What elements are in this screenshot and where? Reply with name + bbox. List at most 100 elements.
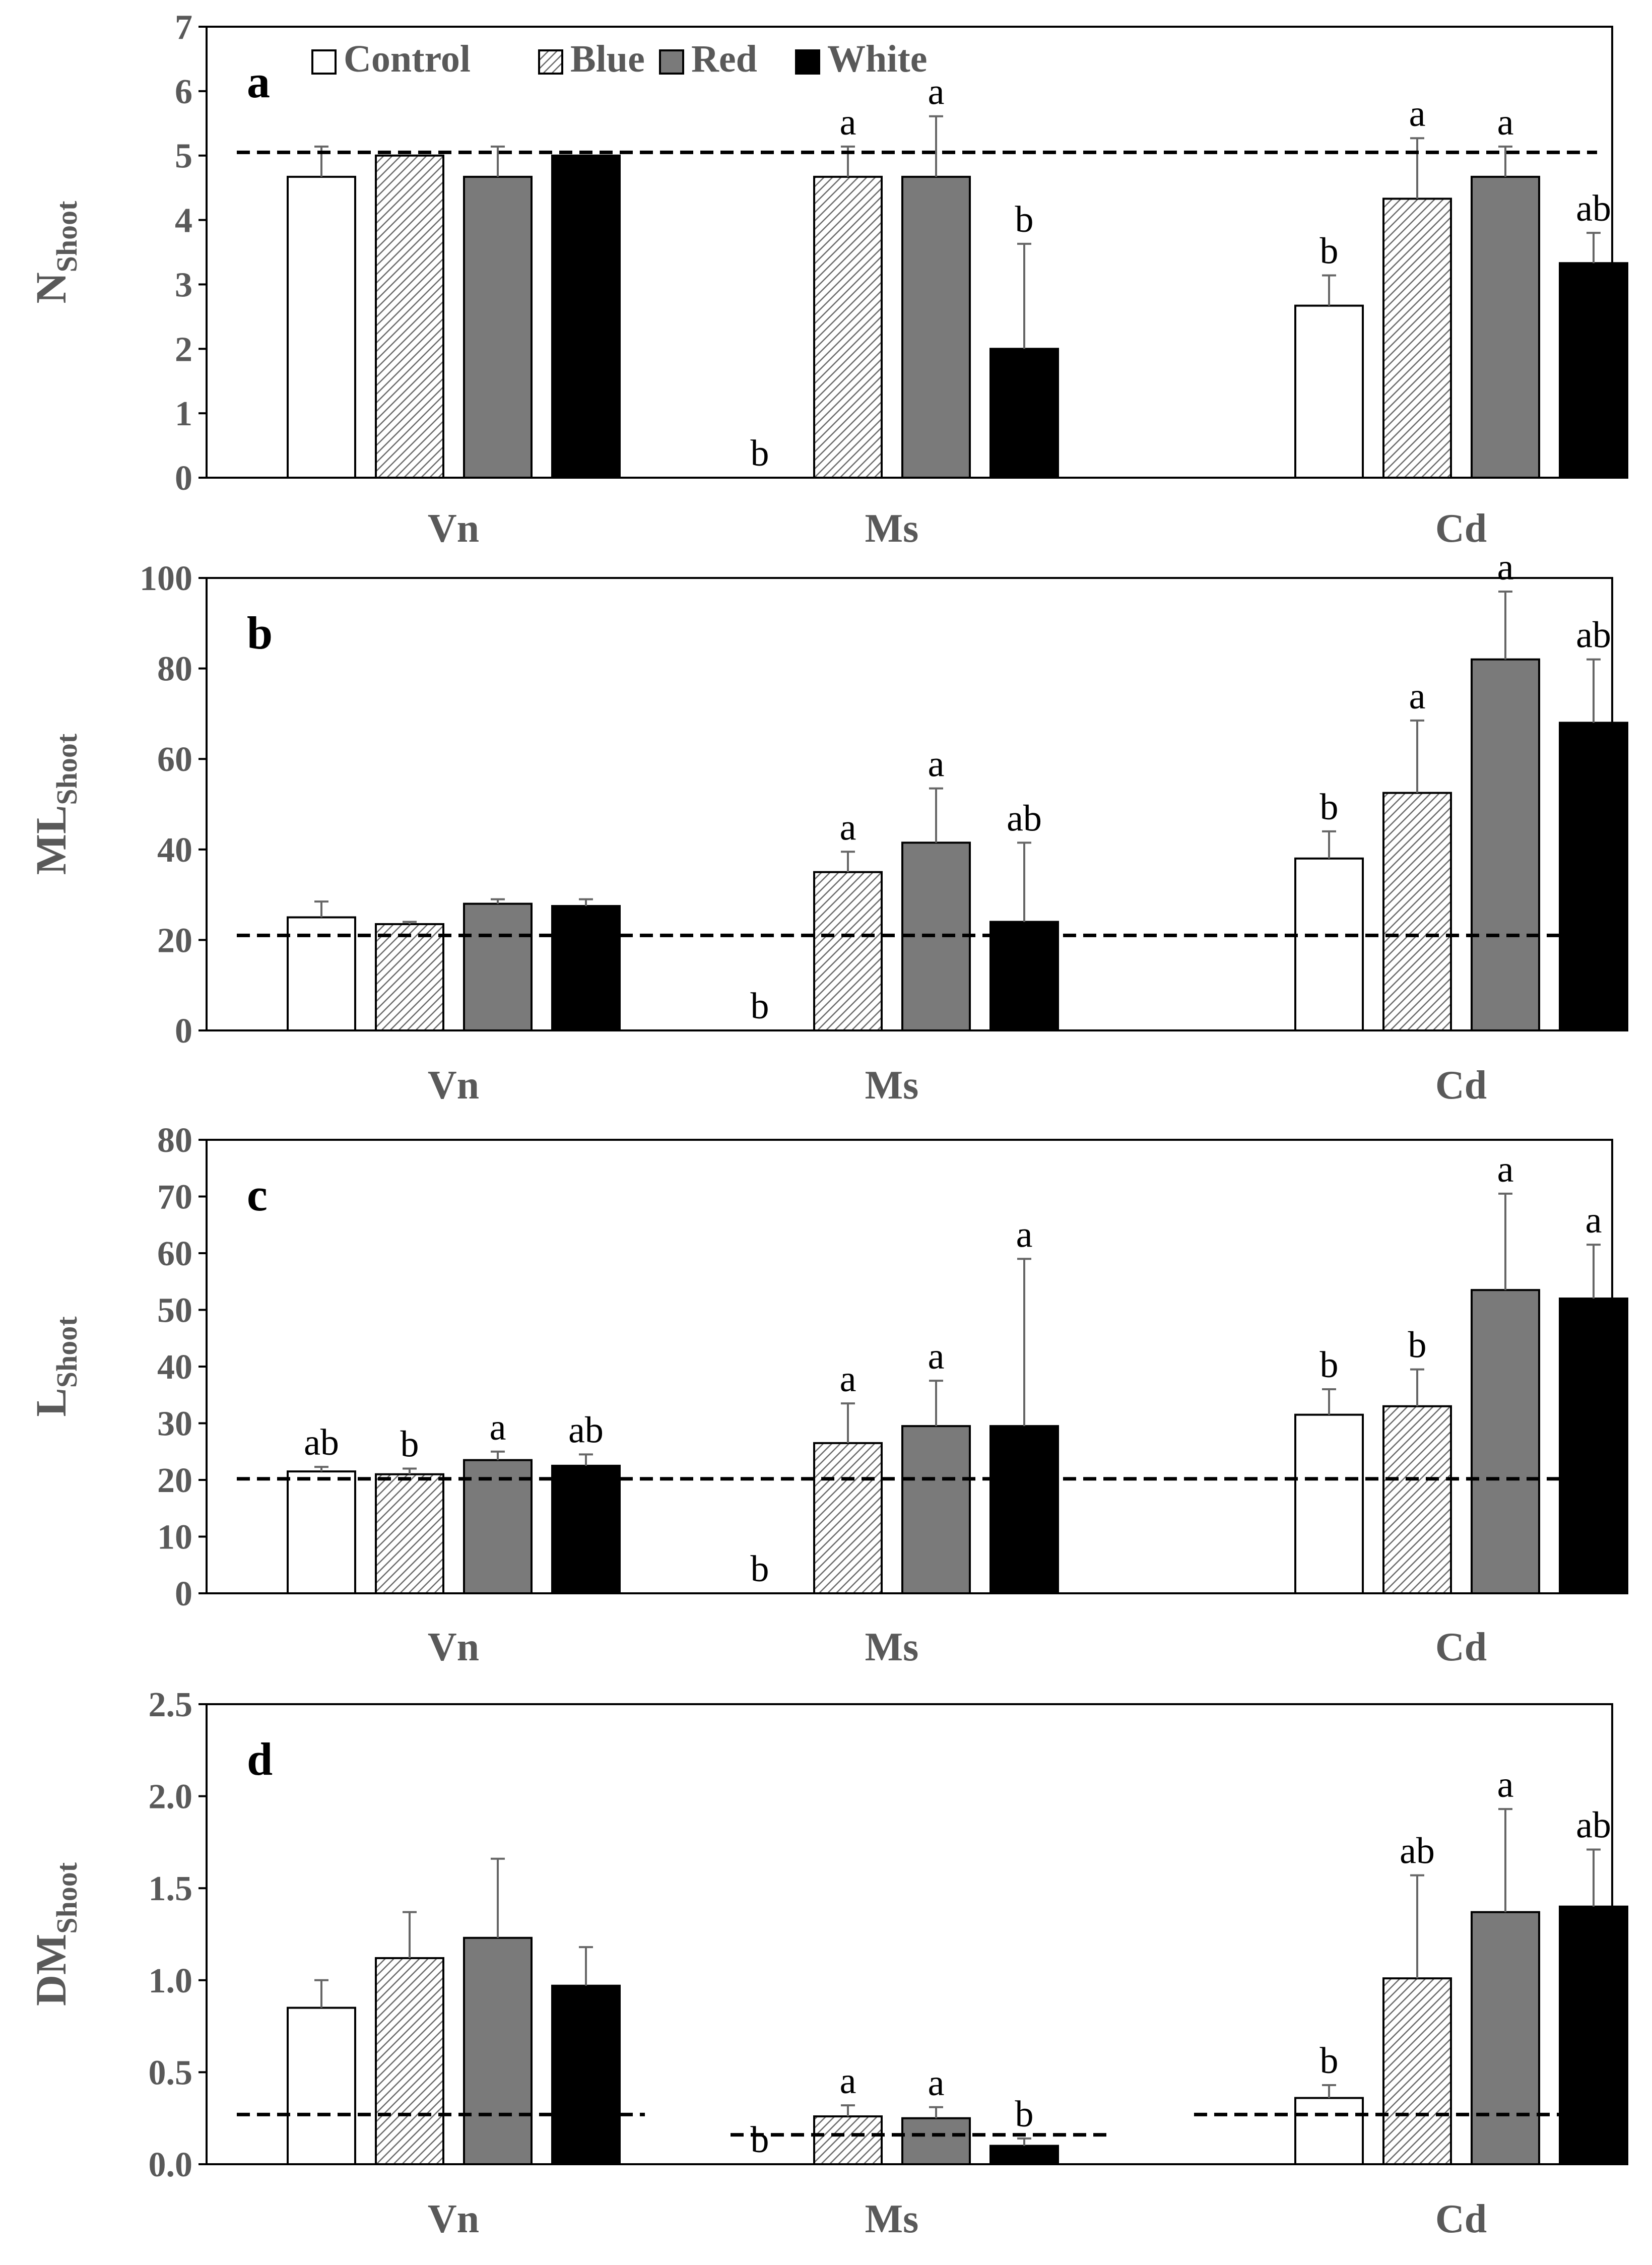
bar-red bbox=[901, 175, 971, 479]
y-axis-label-sub: Shoot bbox=[50, 1316, 83, 1388]
y-axis-label: LShoot bbox=[27, 1316, 83, 1417]
bar-white bbox=[1559, 722, 1628, 1031]
legend-swatch-blue bbox=[538, 49, 563, 75]
y-tick-label: 60 bbox=[157, 1235, 192, 1273]
significance-letter: ab bbox=[1576, 188, 1611, 229]
bar-red bbox=[901, 1425, 971, 1594]
significance-letter: a bbox=[1497, 102, 1514, 143]
significance-letter: a bbox=[1016, 1214, 1033, 1255]
bar-blue bbox=[1382, 1977, 1452, 2165]
y-tick-label: 1.5 bbox=[149, 1869, 193, 1908]
significance-letter: a bbox=[928, 1336, 945, 1377]
category-label: Vn bbox=[428, 1625, 479, 1669]
legend-label-red: Red bbox=[691, 38, 757, 80]
significance-letter: b bbox=[1408, 1325, 1427, 1366]
legend: Control Blue Red White bbox=[311, 38, 927, 80]
significance-letter: b bbox=[751, 433, 769, 474]
y-tick-label: 2.0 bbox=[149, 1778, 193, 1817]
significance-letter: b bbox=[751, 2119, 769, 2161]
legend-label-blue: Blue bbox=[570, 38, 645, 80]
y-tick-label: 0 bbox=[175, 1012, 192, 1051]
legend-label-control: Control bbox=[344, 38, 471, 80]
significance-letter: a bbox=[840, 2060, 856, 2102]
category-label: Ms bbox=[865, 2197, 919, 2241]
y-tick-label: 10 bbox=[157, 1518, 192, 1557]
panel-letter: c bbox=[247, 1169, 268, 1220]
y-tick-label: 30 bbox=[157, 1405, 192, 1444]
y-tick-label: 4 bbox=[175, 202, 192, 240]
legend-swatch-red bbox=[659, 49, 684, 75]
significance-letter: b bbox=[1320, 787, 1339, 828]
y-axis-label: NShoot bbox=[27, 201, 83, 304]
significance-letter: b bbox=[1015, 199, 1034, 240]
panel-letter: a bbox=[247, 56, 270, 107]
y-tick-label: 60 bbox=[157, 740, 192, 779]
y-tick-label: 40 bbox=[157, 1348, 192, 1387]
y-tick-label: 1.0 bbox=[149, 1962, 193, 2000]
y-tick-label: 0.5 bbox=[149, 2053, 193, 2092]
y-tick-label: 7 bbox=[175, 8, 192, 47]
y-axis-label: MLShoot bbox=[27, 733, 83, 875]
bar-blue bbox=[1382, 1405, 1452, 1594]
panel-b: 0 20 40 60 80 100 MLShoot b Vn Ms Cd b b a a a a ab ab bbox=[27, 547, 1628, 1108]
bar-blue bbox=[375, 154, 444, 479]
category-label: Cd bbox=[1435, 2197, 1487, 2241]
legend-swatch-white bbox=[795, 49, 820, 75]
y-tick-label: 100 bbox=[140, 559, 192, 598]
bar-control bbox=[1294, 2097, 1364, 2165]
bar-white bbox=[989, 921, 1059, 1031]
y-tick-label: 0 bbox=[175, 459, 192, 498]
bar-control bbox=[1294, 857, 1364, 1031]
significance-letter: ab bbox=[304, 1422, 339, 1463]
y-axis-label-sub: Shoot bbox=[50, 201, 83, 273]
bar-white bbox=[1559, 1905, 1628, 2165]
panel-letter: b bbox=[247, 607, 273, 659]
category-label: Cd bbox=[1435, 1625, 1487, 1669]
bar-control bbox=[1294, 1413, 1364, 1594]
significance-letter: ab bbox=[1576, 615, 1611, 656]
bar-white bbox=[989, 2145, 1059, 2165]
significance-letter: b bbox=[751, 1548, 769, 1590]
significance-letter: a bbox=[840, 102, 856, 143]
y-tick-label: 0 bbox=[175, 1575, 192, 1613]
bar-red bbox=[463, 1936, 533, 2165]
significance-letter: ab bbox=[568, 1409, 604, 1451]
y-tick-label: 2.5 bbox=[149, 1686, 193, 1724]
significance-letter: a bbox=[1497, 1764, 1514, 1805]
bar-blue bbox=[813, 175, 883, 479]
y-axis-label-main: L bbox=[27, 1388, 75, 1416]
significance-letter: a bbox=[1497, 1149, 1514, 1190]
y-tick-label: 80 bbox=[157, 650, 192, 689]
significance-letter: a bbox=[1497, 547, 1514, 588]
category-label: Cd bbox=[1435, 1063, 1487, 1108]
bar-white bbox=[989, 348, 1059, 479]
bar-red bbox=[463, 175, 533, 479]
category-label: Cd bbox=[1435, 506, 1487, 551]
bar-blue bbox=[375, 1957, 444, 2166]
y-axis-label-main: DM bbox=[27, 1934, 75, 2006]
significance-letter: b bbox=[1015, 2094, 1034, 2135]
significance-letter: a bbox=[840, 1358, 856, 1400]
bar-blue bbox=[813, 2115, 883, 2165]
bar-red bbox=[1471, 1289, 1540, 1594]
bar-white bbox=[551, 1464, 621, 1594]
bar-control bbox=[1294, 304, 1364, 479]
bar-white bbox=[551, 905, 621, 1032]
bar-red bbox=[901, 2117, 971, 2166]
significance-letter: a bbox=[928, 2062, 945, 2104]
y-tick-label: 1 bbox=[175, 395, 192, 433]
panel-letter: d bbox=[247, 1733, 273, 1785]
bar-blue bbox=[1382, 198, 1452, 479]
significance-letter: a bbox=[1409, 676, 1426, 717]
bar-red bbox=[1471, 1911, 1540, 2166]
significance-letter: b bbox=[1320, 231, 1339, 272]
y-axis-label-sub: Shoot bbox=[50, 733, 83, 805]
significance-letter: ab bbox=[1400, 1831, 1435, 1872]
significance-letter: a bbox=[928, 72, 945, 113]
y-tick-label: 20 bbox=[157, 921, 192, 960]
y-tick-label: 0.0 bbox=[149, 2146, 193, 2184]
